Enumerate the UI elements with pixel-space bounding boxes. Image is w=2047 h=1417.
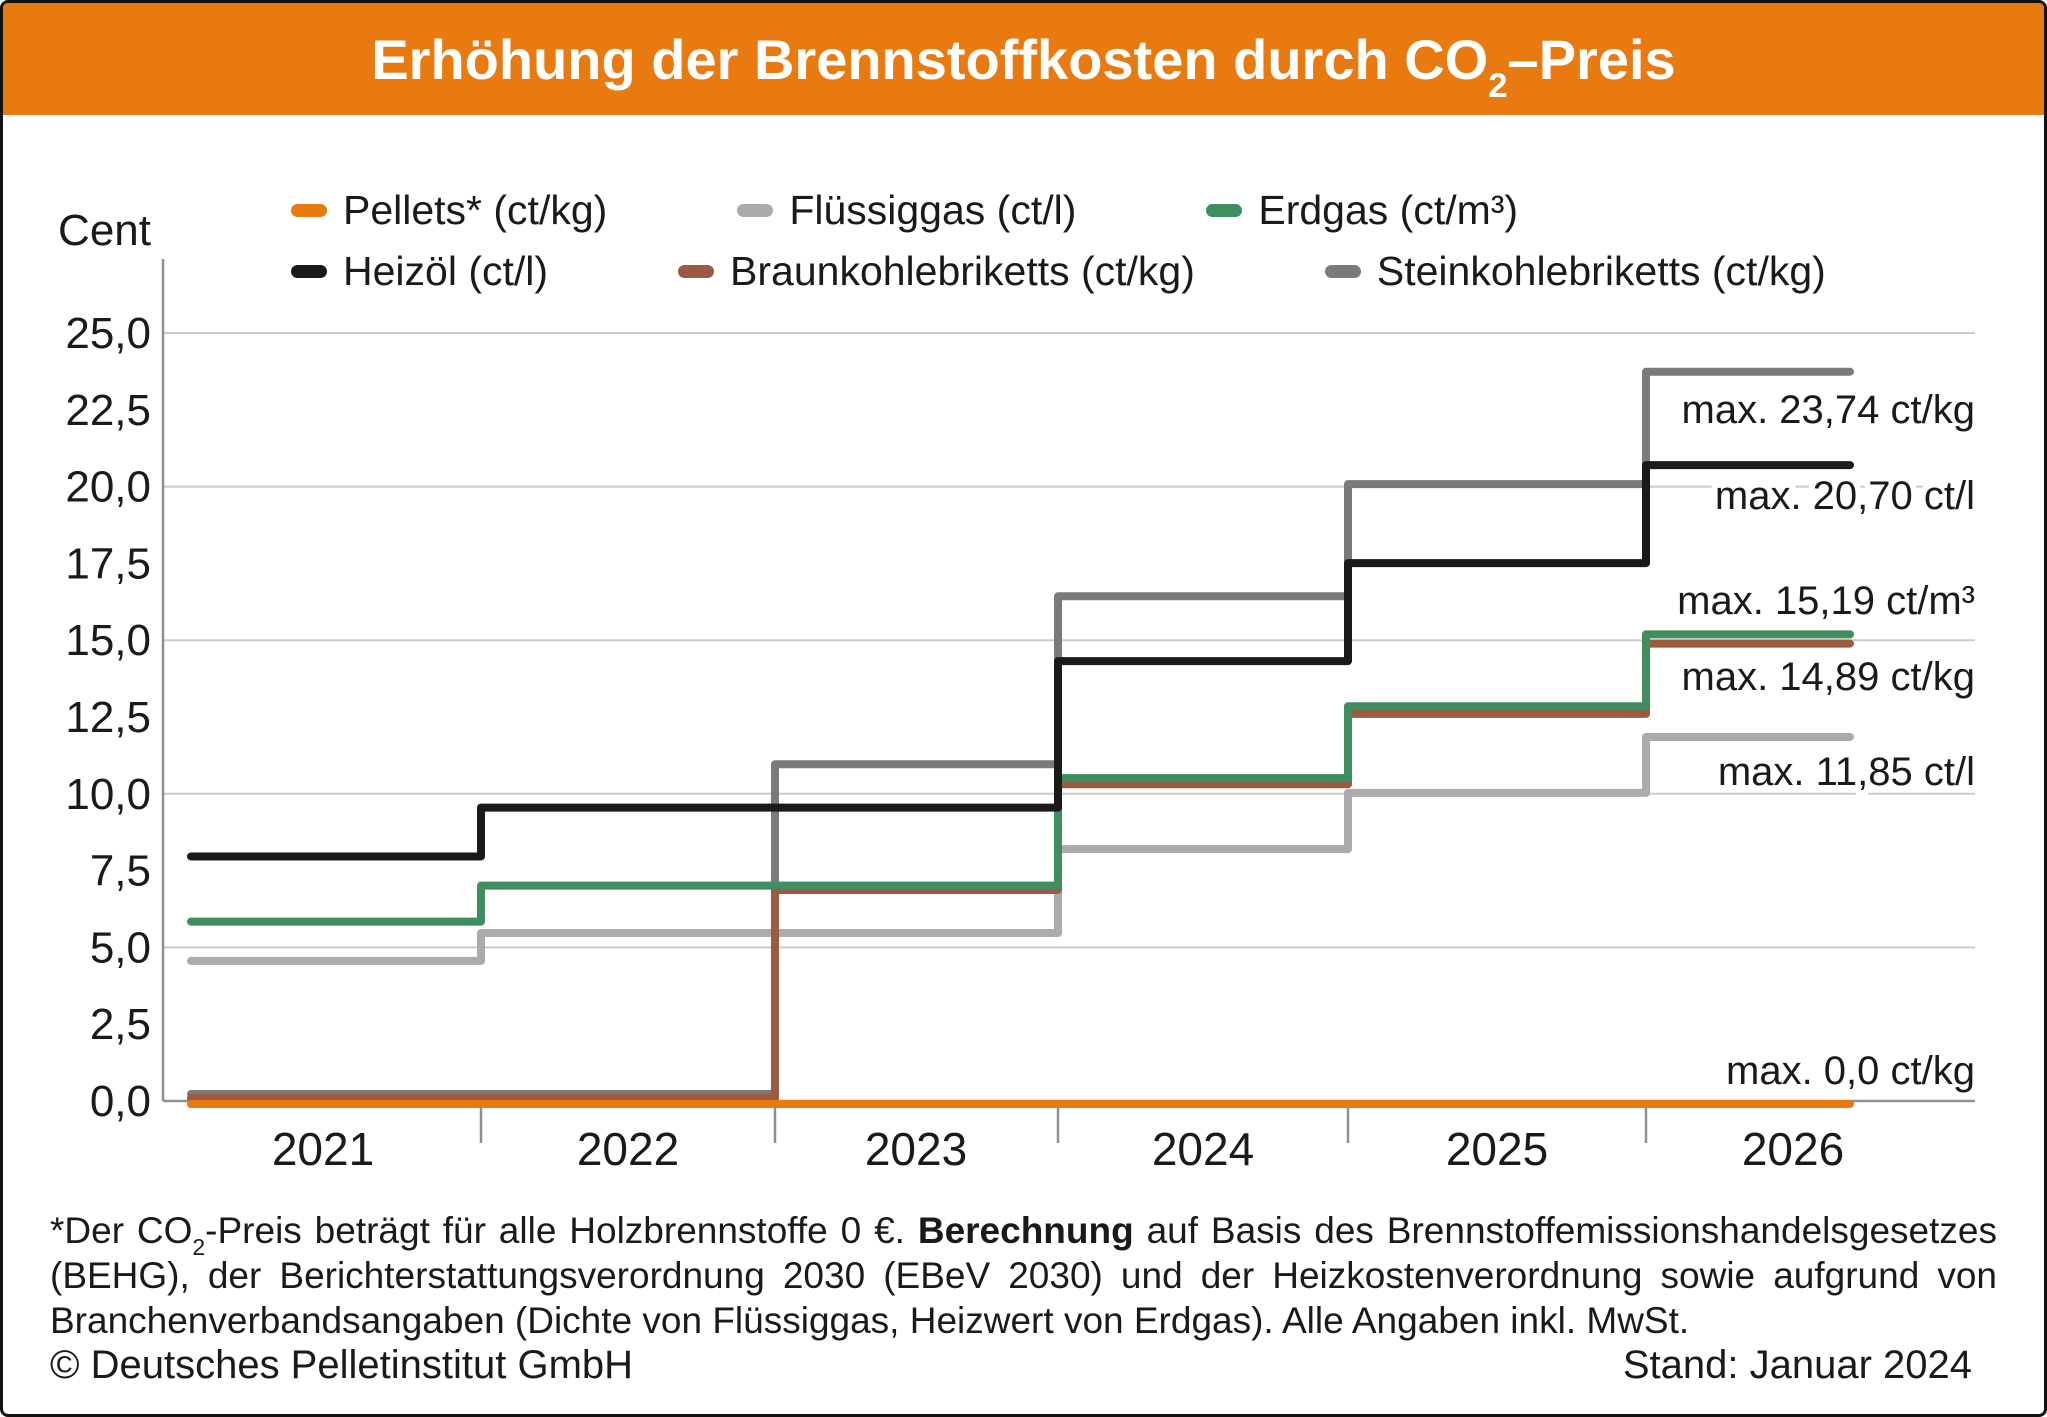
x-year-label: 2024 [1152,1123,1254,1175]
y-tick-label: 12,5 [65,693,151,742]
legend-row-1: Pellets* (ct/kg) Flüssiggas (ct/l) Erdga… [291,187,1826,234]
legend-item-heizoel: Heizöl (ct/l) [291,248,548,295]
series-line-4 [187,639,1854,1102]
max-label-5: max. 23,74 ct/kg [1682,388,1975,432]
legend-row-2: Heizöl (ct/l) Braunkohlebriketts (ct/kg)… [291,248,1826,295]
max-label-1: max. 11,85 ct/l [1718,750,1975,794]
y-axis-title: Cent [58,206,151,255]
copyright-text: © Deutsches Pelletinstitut GmbH [50,1343,634,1387]
stand-date: Stand: Januar 2024 [1622,1343,1972,1387]
legend-label-steinkohle: Steinkohlebriketts (ct/kg) [1376,248,1826,294]
title-bar: Erhöhung der Brennstoffkosten durch CO2–… [3,3,2044,115]
footer-row: © Deutsches Pelletinstitut GmbH Stand: J… [50,1343,1972,1388]
max-label-4: max. 14,89 ct/kg [1682,655,1975,699]
legend-label-fluessiggas: Flüssiggas (ct/l) [789,187,1077,233]
legend-marker-pellets [291,204,327,217]
legend-label-pellets: Pellets* (ct/kg) [343,187,608,233]
series-line-1 [187,732,1854,965]
footnote-co2-subscript: 2 [192,1233,206,1260]
footnote-l1-bold: Berechnung [917,1210,1134,1251]
max-label-3: max. 20,70 ct/l [1715,474,1975,518]
x-year-label: 2023 [865,1123,967,1175]
x-year-label: 2022 [577,1123,679,1175]
max-label-0: max. 0,0 ct/kg [1726,1049,1975,1093]
footnote: *Der CO2-Preis beträgt für alle Holzbren… [50,1208,1997,1343]
legend-item-pellets: Pellets* (ct/kg) [291,187,607,234]
footnote-line-2: (BEHG), der Berichterstattungsverordnung… [50,1255,1997,1296]
x-year-label: 2021 [272,1123,374,1175]
footnote-l1-mid: -Preis beträgt für alle Holzbrennstoffe … [205,1210,918,1251]
x-year-label: 2025 [1446,1123,1548,1175]
chart-legend: Pellets* (ct/kg) Flüssiggas (ct/l) Erdga… [291,187,1826,295]
legend-label-braunkohle: Braunkohlebriketts (ct/kg) [730,248,1195,294]
legend-item-braunkohle: Braunkohlebriketts (ct/kg) [678,248,1195,295]
footnote-l1-pre: *Der CO [50,1210,193,1251]
y-tick-label: 7,5 [90,847,151,896]
footnote-line-1: *Der CO2-Preis beträgt für alle Holzbren… [50,1208,1997,1258]
footnote-line-3: Branchenverbandsangaben (Dichte von Flüs… [50,1300,1690,1341]
y-tick-label: 22,5 [65,386,151,435]
legend-label-erdgas: Erdgas (ct/m³) [1258,187,1519,233]
legend-marker-erdgas [1206,204,1243,217]
y-tick-label: 2,5 [90,1000,151,1049]
y-tick-label: 0,0 [90,1077,151,1126]
y-tick-label: 5,0 [90,923,151,972]
y-tick-label: 15,0 [65,616,151,665]
legend-marker-heizoel [291,265,327,278]
page-title: Erhöhung der Brennstoffkosten durch CO2–… [371,27,1676,104]
series-line-2 [187,630,1854,926]
max-label-2: max. 15,19 ct/m³ [1677,579,1975,623]
y-tick-label: 20,0 [65,463,151,512]
legend-label-heizoel: Heizöl (ct/l) [343,248,549,294]
legend-marker-braunkohle [678,265,715,278]
legend-marker-fluessiggas [737,204,774,217]
title-text-pre: Erhöhung der Brennstoffkosten durch CO [371,27,1489,91]
legend-item-erdgas: Erdgas (ct/m³) [1206,187,1518,234]
series-line-5 [187,367,1854,1098]
x-year-label: 2026 [1742,1123,1844,1175]
title-text-post: –Preis [1507,27,1676,91]
legend-marker-steinkohle [1324,265,1361,278]
title-subscript: 2 [1488,66,1508,105]
footnote-l1-end: auf Basis des Brennstoffemissionshandels… [1133,1210,1997,1251]
legend-item-steinkohle: Steinkohlebriketts (ct/kg) [1324,248,1826,295]
y-tick-label: 10,0 [65,770,151,819]
y-tick-label: 17,5 [65,539,151,588]
series-line-3 [187,461,1854,861]
y-tick-label: 25,0 [65,309,151,358]
legend-item-fluessiggas: Flüssiggas (ct/l) [737,187,1076,234]
